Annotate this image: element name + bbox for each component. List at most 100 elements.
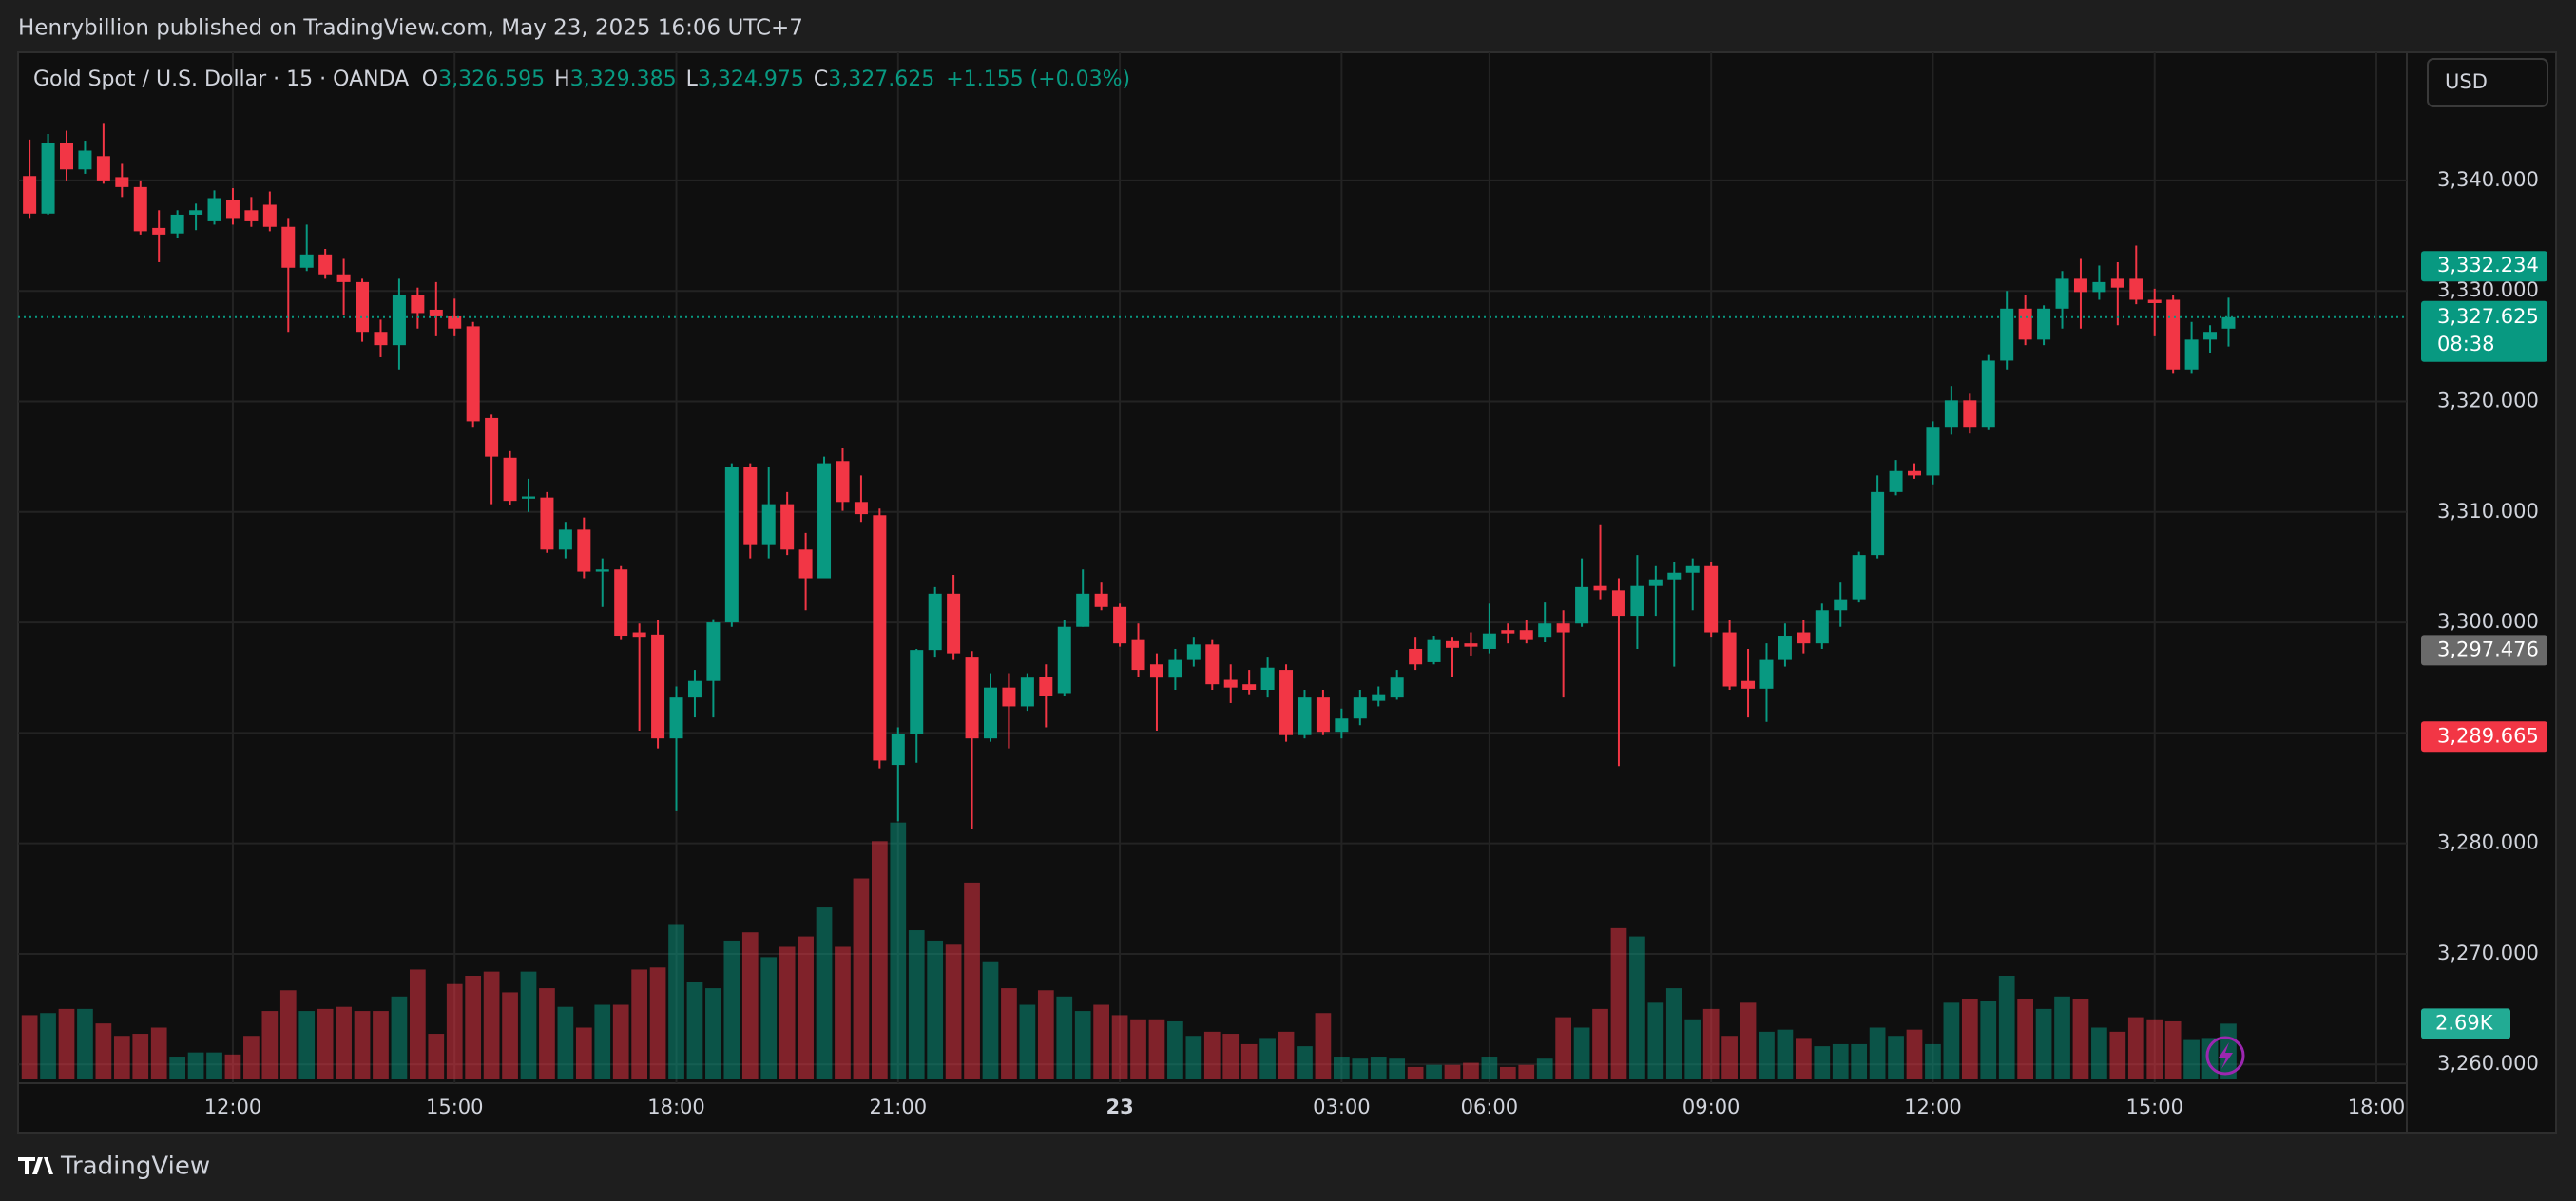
candle-body xyxy=(1722,632,1737,687)
candle-body xyxy=(225,200,240,219)
candle-body xyxy=(910,650,924,734)
volume-bar xyxy=(520,971,537,1079)
volume-bar xyxy=(206,1052,222,1079)
candle-body xyxy=(1409,648,1423,665)
volume-bar xyxy=(1240,1043,1258,1079)
candle-body xyxy=(854,502,868,515)
candle-body xyxy=(2203,332,2218,340)
x-tick-label: 15:00 xyxy=(2125,1096,2183,1118)
volume-bar xyxy=(1148,1019,1165,1079)
volume-bar xyxy=(354,1011,371,1079)
candle-body xyxy=(724,467,739,623)
candle-body xyxy=(651,634,665,739)
volume-bar xyxy=(1499,1066,1516,1079)
candle-body xyxy=(1889,470,1903,492)
candle-body xyxy=(817,463,832,579)
candle-body xyxy=(115,177,129,187)
candle-body xyxy=(522,496,535,499)
volume-label: 2.69K xyxy=(2435,1011,2494,1034)
volume-bar xyxy=(1111,1015,1128,1079)
x-tick-label: 09:00 xyxy=(1682,1096,1740,1118)
volume-bar xyxy=(890,822,907,1079)
candle-body xyxy=(1759,659,1774,689)
candle-layer xyxy=(23,123,2236,829)
volume-bar xyxy=(1222,1034,1240,1079)
volume-bar xyxy=(132,1034,149,1079)
volume-bar xyxy=(465,976,482,1079)
candle-body xyxy=(2129,278,2143,300)
volume-bar xyxy=(668,924,684,1079)
volume-bar xyxy=(1721,1036,1738,1079)
volume-bar xyxy=(1906,1029,1923,1079)
candle-body xyxy=(41,143,55,214)
volume-bar xyxy=(1796,1038,1812,1079)
volume-bar xyxy=(1943,1002,1960,1079)
volume-bar xyxy=(1259,1038,1276,1079)
volume-bar xyxy=(631,969,647,1079)
candle-body xyxy=(1611,590,1625,617)
last-price-box xyxy=(2421,300,2547,362)
volume-bar xyxy=(336,1006,352,1079)
volume-bar xyxy=(113,1036,130,1079)
candle-body xyxy=(1667,572,1682,580)
volume-bar xyxy=(1074,1011,1091,1079)
candle-body xyxy=(1186,644,1201,660)
legend-item: 3,326.595 xyxy=(438,67,545,91)
volume-bar xyxy=(964,882,980,1079)
volume-bar xyxy=(1481,1057,1498,1079)
candle-body xyxy=(1538,623,1552,638)
candle-body xyxy=(2000,308,2014,361)
candle-body xyxy=(1630,585,1644,617)
volume-bar xyxy=(1426,1064,1442,1079)
header: Henrybillion published on TradingView.co… xyxy=(18,16,803,41)
candle-body xyxy=(1575,586,1589,624)
volume-bar xyxy=(483,971,500,1079)
candle-body xyxy=(632,632,646,638)
legend-item: 3,329.385 xyxy=(570,67,677,91)
volume-bar xyxy=(77,1008,93,1079)
candle-body xyxy=(2037,308,2051,340)
x-tick-label: 12:00 xyxy=(204,1096,262,1118)
volume-bar xyxy=(760,957,778,1079)
volume-bar xyxy=(1888,1036,1904,1079)
currency-label[interactable]: USD xyxy=(2445,70,2488,93)
brand-name: TradingView xyxy=(60,1153,210,1181)
volume-bar xyxy=(1869,1027,1886,1079)
volume-bar xyxy=(945,944,962,1079)
volume-bar xyxy=(1998,976,2015,1079)
y-tick-label: 3,340.000 xyxy=(2437,168,2539,191)
x-tick-label: 18:00 xyxy=(2348,1096,2406,1118)
volume-bar xyxy=(261,1011,279,1079)
volume-bar xyxy=(1167,1020,1183,1079)
candle-body xyxy=(1834,599,1848,611)
y-tick-label: 3,270.000 xyxy=(2437,942,2539,964)
candle-body xyxy=(1446,640,1459,648)
volume-bar xyxy=(1518,1064,1535,1079)
candle-body xyxy=(798,549,813,579)
candle-body xyxy=(374,332,388,346)
legend-item: +1.155 (+0.03%) xyxy=(946,67,1130,91)
volume-bar xyxy=(1592,1008,1608,1079)
candle-body xyxy=(1298,697,1312,735)
price-label-box xyxy=(2421,721,2547,753)
candle-body xyxy=(1223,679,1238,688)
candle-body xyxy=(1963,400,1977,428)
candle-body xyxy=(78,150,92,170)
volume-bar xyxy=(1925,1043,1941,1079)
candle-body xyxy=(965,657,979,739)
price-label: 3,297.476 xyxy=(2437,638,2539,660)
x-tick-label: 23 xyxy=(1105,1096,1133,1118)
volume-bar xyxy=(1980,1001,1997,1079)
candle-body xyxy=(873,515,887,761)
legend-item: 3,324.975 xyxy=(698,67,804,91)
candle-body xyxy=(1020,677,1034,707)
currency-button[interactable] xyxy=(2427,58,2548,107)
candle-body xyxy=(1390,677,1404,698)
candle-body xyxy=(558,529,572,550)
volume-bar xyxy=(1851,1043,1868,1079)
alert-icon[interactable] xyxy=(2205,1036,2245,1076)
candle-body xyxy=(1482,633,1496,649)
volume-bar xyxy=(1389,1058,1406,1079)
candle-body xyxy=(1149,664,1163,678)
volume-bar xyxy=(1647,1002,1664,1079)
